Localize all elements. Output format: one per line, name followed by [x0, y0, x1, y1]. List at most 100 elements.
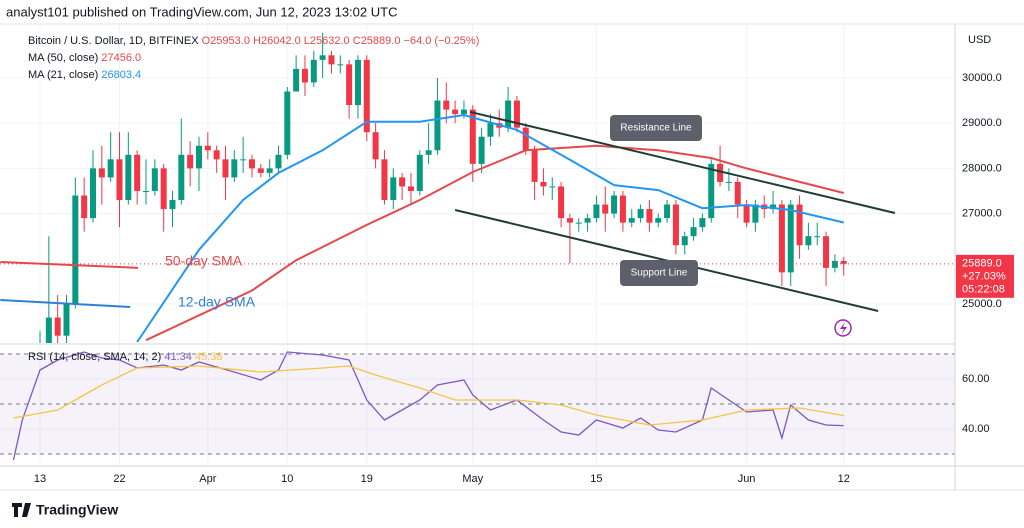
legend-name: MA (21, close)	[28, 69, 98, 81]
x-tick-label: Apr	[199, 473, 216, 485]
rsi-line	[12, 351, 844, 461]
candle-body	[240, 159, 247, 161]
trend-label: Resistance Line	[620, 123, 692, 134]
y-tick-label: 30000.0	[962, 72, 1002, 84]
candle-body	[416, 154, 423, 191]
candle-body	[160, 168, 167, 210]
candle-body	[399, 177, 406, 187]
legend-value: 26803.4	[101, 69, 141, 81]
candle-body	[213, 150, 220, 160]
candle-body	[637, 209, 644, 219]
candle-body	[125, 154, 132, 201]
candle-body	[98, 168, 105, 178]
candle-body	[434, 100, 441, 151]
candle-body	[646, 209, 653, 223]
price-legend: Bitcoin / U.S. Dollar, 1D, BITFINEX O259…	[28, 35, 479, 47]
trend-label: Support Line	[631, 268, 688, 279]
candle-body	[805, 236, 812, 246]
last-price-tag	[956, 254, 1014, 298]
candle-body	[522, 127, 529, 151]
candle-body	[593, 204, 600, 219]
candle-body	[566, 218, 573, 223]
candle-body	[116, 159, 123, 201]
candle-body	[831, 260, 838, 268]
candle-body	[222, 159, 229, 178]
candle-body	[611, 195, 618, 214]
candle-body	[619, 195, 626, 223]
candle-body	[134, 154, 141, 191]
x-tick-label: 19	[361, 473, 373, 485]
last-price-label: 25889.0	[962, 258, 1002, 270]
candle-body	[328, 55, 335, 65]
legend-value: 27456.0	[101, 52, 141, 64]
candle-body	[690, 227, 697, 237]
symbol-title: Bitcoin / U.S. Dollar, 1D, BITFINEX	[28, 35, 199, 47]
candle-body	[310, 59, 317, 83]
candle-body	[90, 168, 97, 219]
candle-body	[275, 154, 282, 169]
logo-mark	[12, 503, 31, 517]
candle-body	[63, 304, 70, 336]
axes: 13 22 Apr 10 19 May 15 Jun 12 25000.0 27000.0 28000…	[34, 72, 1002, 485]
ohlc-high: H26042.0	[253, 35, 301, 47]
trend-label-box	[610, 115, 702, 141]
event-icon[interactable]	[834, 319, 852, 337]
candle-body	[558, 186, 565, 219]
candle-body	[187, 154, 194, 169]
event-icon-bolt	[840, 322, 847, 335]
candle-body	[672, 204, 679, 246]
candle-body	[770, 204, 777, 210]
candle-body	[664, 204, 671, 219]
candle-body	[540, 181, 547, 187]
ma50-legend: MA (50, close) 27456.0	[28, 52, 141, 64]
last-change-label: +27.03%	[962, 271, 1006, 283]
candle-body	[407, 186, 414, 191]
trend-label-box	[620, 260, 698, 286]
legend-value: 41.34	[164, 351, 192, 363]
grid	[0, 24, 955, 466]
rsi-legend: RSI (14, close, SMA, 14, 2) 41.34 45.38	[28, 351, 222, 363]
candle-body	[319, 55, 326, 60]
candle-body	[195, 145, 202, 169]
candle-body	[575, 222, 582, 224]
candle-body	[743, 204, 750, 223]
ma-line	[136, 113, 844, 343]
candle-body	[45, 317, 52, 343]
candle-body	[231, 159, 238, 178]
y-tick-label: 60.00	[962, 373, 990, 385]
candle-body	[72, 195, 79, 305]
candle-body	[257, 168, 264, 173]
candle-body	[505, 100, 512, 128]
x-tick-label: Jun	[738, 473, 756, 485]
y-tick-label: 25000.0	[962, 298, 1002, 310]
y-tick-label: 29000.0	[962, 117, 1002, 129]
candle-body	[699, 218, 706, 228]
candle-body	[796, 204, 803, 246]
candle-body	[752, 204, 759, 223]
candle-body	[487, 123, 494, 137]
price-pane	[0, 32, 955, 343]
annotation: 12-day SMA	[178, 294, 256, 310]
candle-body	[284, 91, 291, 155]
x-tick-label: 13	[34, 473, 46, 485]
candle-body	[814, 236, 821, 238]
publisher: analyst101 published on TradingView.com,…	[6, 4, 397, 19]
candle-body	[425, 150, 432, 155]
candle-body	[460, 109, 467, 115]
candle-body	[584, 218, 591, 223]
candle-body	[346, 64, 353, 106]
candle-body	[354, 59, 361, 106]
candle-body	[655, 218, 662, 223]
ohlc-open: O25953.0	[202, 35, 250, 47]
rsi-line	[13, 365, 844, 426]
candle-body	[142, 190, 149, 192]
candle-body	[725, 181, 732, 183]
brand[interactable]: TradingView	[36, 502, 118, 518]
y-tick-label: 27000.0	[962, 207, 1002, 219]
rsi-title: RSI (14, close, SMA, 14, 2)	[28, 351, 161, 363]
trend-line	[0, 299, 131, 309]
candle-body	[452, 109, 459, 115]
candle-body	[443, 100, 450, 110]
candle-body	[513, 100, 520, 128]
